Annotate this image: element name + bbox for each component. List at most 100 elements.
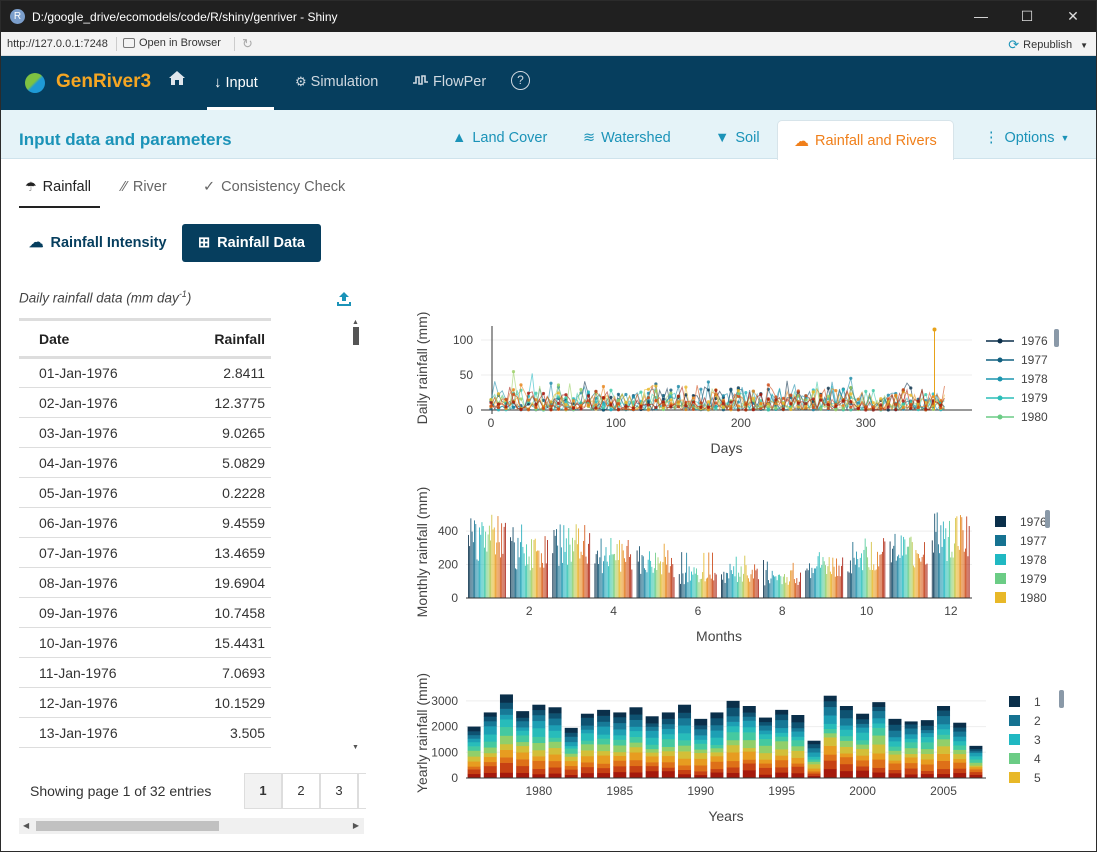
close-button[interactable]: ✕ bbox=[1067, 8, 1079, 24]
monthly-x-axis-title: Months bbox=[696, 628, 742, 641]
monthly-bar bbox=[744, 555, 746, 598]
monthly-x-tick-label: 12 bbox=[944, 604, 958, 618]
tab-rainfall-and-rivers[interactable]: ☁ Rainfall and Rivers bbox=[777, 120, 954, 160]
table-row[interactable]: 14-Jan-19764.1 bbox=[19, 747, 271, 750]
yearly-bar-segment bbox=[920, 773, 934, 779]
yearly-bar-segment bbox=[904, 742, 918, 749]
maximize-button[interactable]: ☐ bbox=[1020, 8, 1034, 24]
yearly-bar-segment bbox=[775, 709, 789, 715]
nav-input[interactable]: ↓ Input bbox=[214, 74, 258, 91]
refresh-icon[interactable]: ↻ bbox=[242, 36, 253, 51]
yearly-bar-segment bbox=[904, 724, 918, 729]
tab-land-cover[interactable]: ▲ Land Cover bbox=[452, 130, 547, 146]
page-button-3[interactable]: 3 bbox=[320, 773, 358, 809]
url-text[interactable]: http://127.0.0.1:7248 bbox=[7, 38, 108, 50]
table-vertical-scrollbar[interactable]: ▲ ▼ bbox=[351, 319, 361, 751]
nav-flowper[interactable]: FlowPer bbox=[412, 74, 486, 90]
yearly-bar-segment bbox=[856, 766, 870, 771]
monthly-bar bbox=[515, 568, 516, 598]
tab-options[interactable]: ⋮ Options ▼ bbox=[984, 130, 1069, 146]
table-row[interactable]: 12-Jan-1976 10.1529 bbox=[19, 687, 271, 718]
yearly-bar-segment bbox=[467, 738, 481, 743]
monthly-bar bbox=[564, 551, 566, 598]
yearly-bar-segment bbox=[791, 731, 805, 737]
table-row[interactable]: 07-Jan-1976 13.4659 bbox=[19, 537, 271, 568]
monthly-bar bbox=[893, 545, 895, 598]
tab-soil[interactable]: ▼ Soil bbox=[715, 130, 760, 146]
table-row[interactable]: 06-Jan-1976 9.4559 bbox=[19, 507, 271, 538]
scroll-up-arrow-icon[interactable]: ▲ bbox=[352, 319, 359, 326]
yearly-bar-segment bbox=[839, 718, 853, 726]
monthly-bar bbox=[468, 534, 469, 598]
table-row[interactable]: 10-Jan-1976 15.4431 bbox=[19, 627, 271, 658]
monthly-bar bbox=[532, 567, 534, 598]
table-row[interactable]: 11-Jan-1976 7.0693 bbox=[19, 657, 271, 688]
yearly-bar-segment bbox=[856, 760, 870, 767]
yearly-bar-segment bbox=[937, 768, 951, 775]
table-row[interactable]: 09-Jan-1976 10.7458 bbox=[19, 597, 271, 628]
page-button-1[interactable]: 1 bbox=[244, 773, 282, 809]
monthly-bar bbox=[605, 547, 607, 598]
scroll-right-arrow-icon[interactable]: ▶ bbox=[352, 821, 359, 830]
nav-simulation[interactable]: ⚙ Simulation bbox=[295, 74, 378, 90]
monthly-bar bbox=[746, 575, 748, 598]
rainfall-table-container: Date Rainfall 01-Jan-1976 2.8411 02-Jan-19… bbox=[19, 318, 271, 750]
yearly-bar-segment bbox=[564, 774, 578, 779]
yearly-legend-swatch bbox=[1009, 696, 1020, 707]
page-title: Input data and parameters bbox=[19, 130, 232, 149]
column-header-date[interactable]: Date bbox=[19, 318, 161, 359]
republish-button[interactable]: ⟳ Republish ▼ bbox=[1008, 37, 1088, 53]
table-row[interactable]: 02-Jan-1976 12.3775 bbox=[19, 387, 271, 418]
yearly-bar-segment bbox=[499, 749, 513, 758]
monthly-bar bbox=[616, 544, 618, 598]
yearly-bar-segment bbox=[580, 750, 594, 757]
daily-point bbox=[759, 401, 763, 406]
table-row[interactable]: 01-Jan-1976 2.8411 bbox=[19, 357, 271, 388]
monthly-bar bbox=[504, 522, 506, 598]
table-row[interactable]: 13-Jan-1976 3.505 bbox=[19, 717, 271, 748]
daily-point bbox=[864, 389, 868, 393]
monthly-bar bbox=[666, 564, 668, 598]
yearly-bar-segment bbox=[775, 767, 789, 773]
table-row[interactable]: 04-Jan-1976 5.0829 bbox=[19, 447, 271, 478]
yearly-bar-segment bbox=[694, 735, 708, 740]
yearly-bar-segment bbox=[597, 772, 611, 779]
page-button-next-partial[interactable] bbox=[358, 773, 366, 809]
table-horizontal-scrollbar[interactable]: ◀ ▶ bbox=[19, 818, 364, 834]
monthly-bar bbox=[741, 581, 743, 598]
monthly-rainfall-chart[interactable]: 0 200 400 2 4 6 8 10 12 Months Monthly rainfall (m… bbox=[406, 481, 1071, 641]
monthly-bar bbox=[488, 525, 490, 598]
rainfall-intensity-button[interactable]: ☁ Rainfall Intensity bbox=[19, 224, 177, 262]
rainfall-data-button[interactable]: ⊞ Rainfall Data bbox=[182, 224, 321, 262]
yearly-bar-segment bbox=[937, 710, 951, 717]
table-row[interactable]: 03-Jan-1976 9.0265 bbox=[19, 417, 271, 448]
pill-tab-river[interactable]: ⁄⁄ River bbox=[122, 179, 167, 195]
pill-tab-rainfall[interactable]: ☂ Rainfall bbox=[25, 179, 91, 195]
yearly-bar-segment bbox=[694, 774, 708, 779]
column-header-rainfall[interactable]: Rainfall bbox=[160, 318, 271, 359]
pill-tab-consistency-check[interactable]: ✓ Consistency Check bbox=[203, 179, 345, 195]
daily-rainfall-chart[interactable]: 0 50 100 0 100 200 300 Days Daily rainfall (mm) 1… bbox=[406, 306, 1071, 466]
monthly-bar bbox=[682, 573, 684, 598]
minimize-button[interactable]: — bbox=[974, 8, 988, 24]
yearly-bar-segment bbox=[483, 772, 497, 779]
monthly-bar bbox=[534, 538, 536, 598]
yearly-bar-segment bbox=[953, 749, 967, 755]
daily-point bbox=[721, 402, 725, 406]
daily-point bbox=[811, 405, 815, 410]
table-row[interactable]: 08-Jan-1976 19.6904 bbox=[19, 567, 271, 598]
horizontal-scroll-thumb[interactable] bbox=[36, 821, 219, 831]
yearly-rainfall-chart[interactable]: 0 1000 2000 3000 1980 1985 1990 1995 2000 2005 Yea… bbox=[406, 666, 1071, 826]
scroll-thumb[interactable] bbox=[353, 327, 359, 345]
home-icon[interactable] bbox=[168, 70, 186, 91]
tab-watershed[interactable]: ≋ Watershed bbox=[583, 130, 671, 146]
open-in-browser-button[interactable]: Open in Browser bbox=[123, 37, 221, 49]
table-row[interactable]: 05-Jan-1976 0.2228 bbox=[19, 477, 271, 508]
scroll-down-arrow-icon[interactable]: ▼ bbox=[352, 744, 359, 751]
scroll-left-arrow-icon[interactable]: ◀ bbox=[23, 821, 30, 830]
table-title-sup: -1 bbox=[178, 289, 187, 299]
page-button-2[interactable]: 2 bbox=[282, 773, 320, 809]
upload-icon[interactable] bbox=[336, 291, 352, 312]
help-icon[interactable]: ? bbox=[511, 71, 530, 90]
monthly-bar bbox=[784, 574, 785, 598]
